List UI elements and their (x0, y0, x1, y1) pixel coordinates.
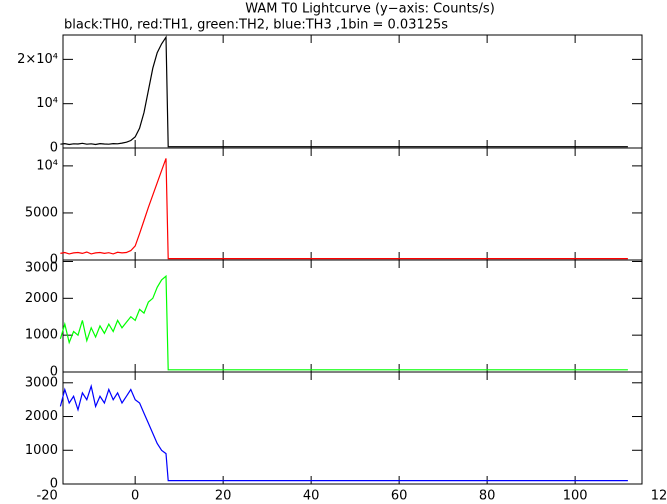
chart-subtitle: black:TH0, red:TH1, green:TH2, blue:TH3 … (64, 18, 448, 33)
y-tick-label: 1000 (25, 443, 58, 458)
plot-frame (62, 34, 643, 149)
x-tick-label: 0 (131, 489, 139, 504)
y-tick-label: 2×10⁴ (17, 52, 58, 67)
y-tick-label: 5000 (25, 205, 58, 220)
y-tick-label: 10⁴ (36, 158, 58, 173)
x-tick-label: 40 (303, 489, 320, 504)
y-tick-label: 0 (50, 141, 58, 156)
plot-frame (62, 371, 643, 485)
x-tick-label: -20 (37, 489, 58, 504)
y-tick-label: 2000 (25, 291, 58, 306)
lightcurve (60, 158, 628, 260)
x-tick-label: 60 (391, 489, 408, 504)
y-tick-label: 0 (50, 253, 58, 268)
y-tick-label: 0 (50, 365, 58, 380)
lightcurve (60, 35, 628, 148)
y-tick-label: 10⁴ (36, 96, 58, 111)
y-tick-label: 2000 (25, 409, 58, 424)
y-tick-label: 0 (50, 477, 58, 492)
plot-frame (62, 259, 643, 373)
y-tick-label: 3000 (25, 261, 58, 276)
lightcurve (59, 383, 628, 482)
y-tick-label: 3000 (25, 375, 58, 390)
x-tick-label: 120 (651, 489, 667, 504)
chart-title: WAM T0 Lightcurve (y−axis: Counts/s) (245, 2, 495, 17)
x-tick-label: 80 (479, 489, 496, 504)
y-tick-label: 1000 (25, 328, 58, 343)
lightcurve (59, 274, 628, 371)
x-tick-label: 20 (215, 489, 232, 504)
x-tick-label: 100 (563, 489, 588, 504)
